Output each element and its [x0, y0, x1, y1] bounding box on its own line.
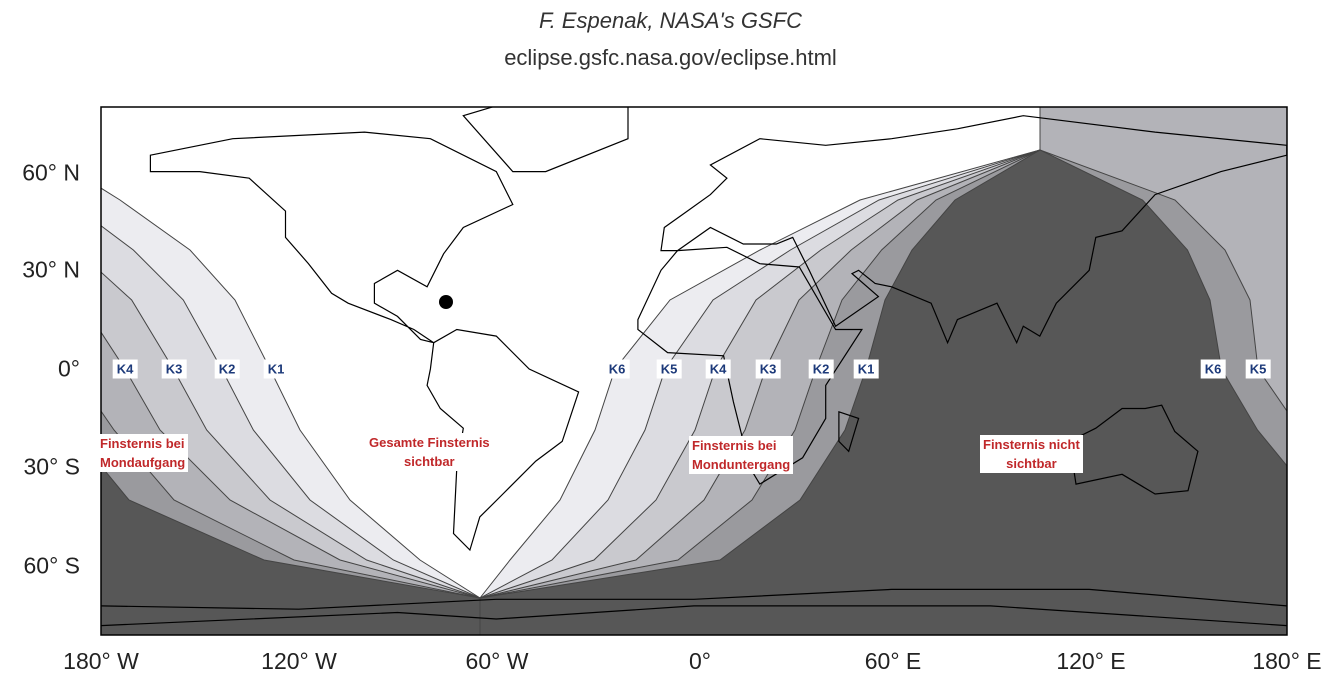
- coastline: [149, 131, 514, 344]
- region-label: Finsternis nicht sichtbar: [980, 435, 1083, 473]
- eclipse-point: [439, 295, 453, 309]
- coastline: [426, 328, 580, 552]
- region-label-line: Finsternis bei: [97, 434, 189, 453]
- latitude-label: 60° N: [22, 159, 80, 186]
- contact-label: K2: [214, 359, 240, 379]
- longitude-label: 180° W: [63, 648, 139, 674]
- region-label-line: sichtbar: [980, 454, 1083, 473]
- credit: F. Espenak, NASA's GSFC: [538, 8, 802, 33]
- visibility-band: [1040, 107, 1287, 412]
- contact-label: K1: [263, 359, 289, 379]
- longitude-label: 60° E: [864, 648, 922, 674]
- contact-label: K5: [656, 359, 682, 379]
- contact-label: K5: [1245, 359, 1271, 379]
- latitude-label: 30° N: [22, 256, 80, 283]
- region-label-line: Monduntergang: [689, 455, 794, 474]
- contact-label: K6: [1200, 359, 1226, 379]
- coastline: [660, 115, 1287, 345]
- region-label: Finsternis bei Mondaufgang: [97, 434, 189, 472]
- antarctica-coast: [101, 588, 1287, 610]
- longitude-label: 60° W: [465, 648, 529, 674]
- longitude-label: 180° E: [1252, 648, 1322, 674]
- contact-label: K1: [853, 359, 879, 379]
- url: eclipse.gsfc.nasa.gov/eclipse.html: [504, 45, 837, 70]
- coastline: [462, 107, 629, 173]
- contact-label: K3: [755, 359, 781, 379]
- region-label-line: Finsternis bei: [689, 436, 794, 455]
- region-label: Gesamte Finsternis sichtbar: [366, 433, 493, 471]
- contact-label: K4: [705, 359, 731, 379]
- antarctica-coast: [101, 605, 1287, 627]
- latitude-label: 60° S: [23, 552, 80, 579]
- latitude-label: 30° S: [23, 453, 80, 480]
- region-label-line: Mondaufgang: [97, 453, 189, 472]
- contact-label: K3: [161, 359, 187, 379]
- map-frame: [100, 106, 1288, 636]
- region-label-line: Gesamte Finsternis: [366, 433, 493, 452]
- latitude-label: 0°: [58, 355, 80, 382]
- coastline: [637, 246, 864, 485]
- coastline: [1068, 404, 1199, 495]
- longitude-label: 0°: [689, 648, 711, 674]
- region-label: Finsternis bei Monduntergang: [689, 436, 794, 474]
- visibility-band: [101, 107, 1040, 635]
- contact-label: K4: [112, 359, 138, 379]
- region-label-line: sichtbar: [366, 452, 493, 471]
- contact-label: K6: [604, 359, 630, 379]
- coastline: [838, 410, 860, 453]
- longitude-label: 120° E: [1056, 648, 1126, 674]
- contact-curve: [101, 410, 481, 635]
- region-label-line: Finsternis nicht: [980, 435, 1083, 454]
- contact-curve: [101, 465, 481, 635]
- longitude-label: 120° W: [261, 648, 337, 674]
- contact-label: K2: [808, 359, 834, 379]
